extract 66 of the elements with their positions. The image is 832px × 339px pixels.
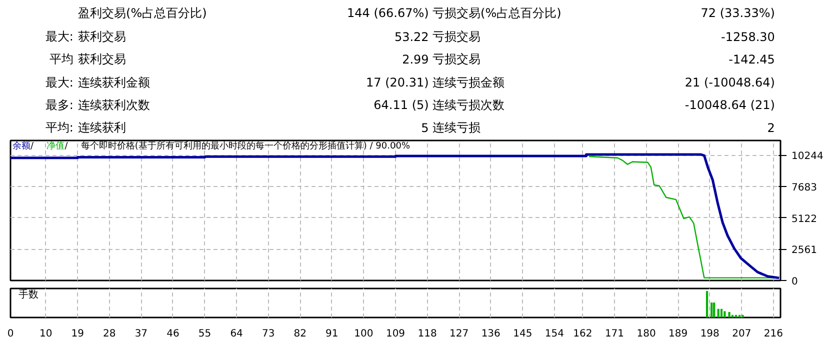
x-tick-label: 19 bbox=[71, 328, 84, 339]
y-tick-label: 2561 bbox=[792, 245, 817, 256]
text: 平均 bbox=[49, 52, 74, 66]
x-tick-label: 145 bbox=[513, 328, 532, 339]
text: 亏损交易 bbox=[432, 52, 481, 66]
chart-title: 手数 bbox=[18, 288, 38, 300]
text: 2 bbox=[767, 121, 775, 136]
text: 最大: bbox=[45, 30, 74, 44]
text: 净值 bbox=[46, 140, 65, 152]
x-tick-label: 91 bbox=[326, 328, 338, 339]
x-tick-label: 37 bbox=[134, 328, 148, 339]
text: 平均: bbox=[45, 120, 74, 135]
text: 21 (-10048.64) bbox=[684, 76, 775, 90]
x-tick-label: 207 bbox=[732, 328, 752, 339]
text: -1258.30 bbox=[720, 30, 775, 44]
text: 连续获利次数 bbox=[78, 98, 150, 112]
text: 获利交易 bbox=[78, 30, 126, 44]
x-tick-label: 64 bbox=[230, 328, 243, 339]
text: 连续亏损 bbox=[432, 120, 481, 135]
text: 亏损交易 bbox=[432, 30, 481, 44]
series-label: 余额 bbox=[12, 140, 30, 152]
text: 连续亏损次数 bbox=[432, 98, 505, 112]
text: 17 (20.31) bbox=[366, 76, 429, 90]
y-tick-label: 0 bbox=[792, 276, 798, 288]
text: 连续获利 bbox=[78, 120, 126, 135]
text: 53.22 bbox=[394, 30, 429, 44]
text: 连续获利金额 bbox=[78, 76, 150, 90]
annotation: / bbox=[64, 142, 69, 152]
line-series bbox=[10, 153, 780, 280]
x-tick-label: 118 bbox=[418, 328, 437, 339]
text: 5 bbox=[421, 121, 429, 136]
annotation: / bbox=[30, 142, 34, 152]
x-tick-label: 28 bbox=[103, 328, 116, 339]
text: 64.11 (5) bbox=[374, 98, 429, 112]
text: 2.99 bbox=[402, 52, 429, 67]
text: 盈利交易(%占总百分比) bbox=[78, 6, 207, 20]
chart-subtitle: 每个即时价格(基于所有可利用的最小时段的每一个价格的分形插值计算) / 90.00% bbox=[80, 140, 410, 152]
x-tick-label: 216 bbox=[764, 328, 783, 339]
text: 连续亏损金额 bbox=[432, 76, 505, 90]
text: 获利交易 bbox=[78, 52, 126, 66]
text: -10048.64 (21) bbox=[684, 98, 775, 112]
y-tick-label: 7683 bbox=[792, 182, 817, 194]
x-tick-label: 10 bbox=[39, 328, 52, 339]
y-tick-label: 10244 bbox=[792, 151, 824, 162]
x-tick-label: 127 bbox=[450, 328, 469, 339]
x-tick-label: 154 bbox=[544, 328, 564, 339]
x-tick-label: 109 bbox=[386, 328, 406, 339]
text: 72 (33.33%) bbox=[700, 6, 775, 20]
x-tick-label: 73 bbox=[262, 328, 275, 339]
x-tick-label: 162 bbox=[573, 328, 592, 339]
text: -142.45 bbox=[728, 52, 775, 67]
x-tick-label: 136 bbox=[481, 328, 500, 339]
x-tick-label: 198 bbox=[700, 328, 720, 339]
y-tick-label: 5122 bbox=[792, 214, 817, 225]
x-tick-label: 180 bbox=[636, 328, 656, 339]
x-tick-label: 189 bbox=[668, 328, 688, 339]
text: 亏损交易(%占总百分比) bbox=[432, 6, 562, 20]
x-tick-label: 171 bbox=[604, 328, 624, 339]
text: 最大: bbox=[45, 76, 74, 90]
x-tick-label: 55 bbox=[198, 328, 212, 339]
text: 144 (66.67%) bbox=[346, 6, 429, 20]
x-tick-label: 46 bbox=[166, 328, 180, 339]
x-tick-label: 0 bbox=[7, 328, 14, 339]
x-tick-label: 82 bbox=[294, 328, 307, 339]
text: 最多: bbox=[45, 98, 74, 112]
x-tick-label: 100 bbox=[354, 328, 374, 339]
